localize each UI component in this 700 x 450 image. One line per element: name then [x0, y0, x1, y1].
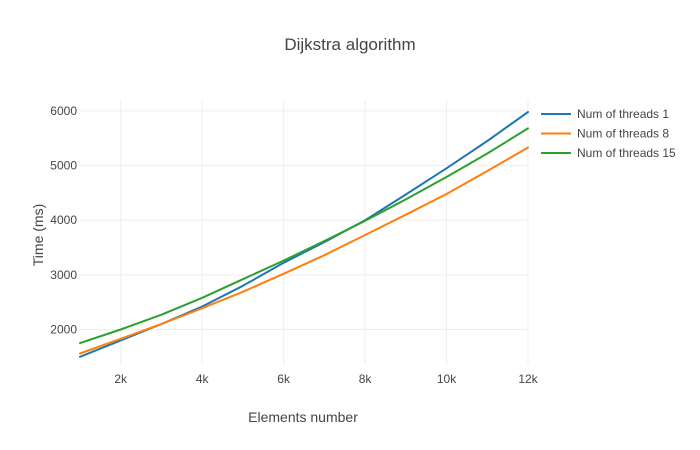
legend-item-2[interactable]: Num of threads 8 — [541, 127, 669, 141]
y-tick-label: 4000 — [50, 213, 77, 227]
legend-label: Num of threads 8 — [577, 127, 669, 141]
legend-label: Num of threads 15 — [577, 146, 676, 160]
legend[interactable]: Num of threads 1 Num of threads 8 Num of t… — [541, 107, 676, 160]
chart-title: Dijkstra algorithm — [284, 35, 415, 54]
y-tick-label: 3000 — [50, 268, 77, 282]
x-tick-label: 10k — [437, 372, 457, 386]
x-tick-label: 2k — [114, 372, 128, 386]
y-axis-ticks: 2000 3000 4000 5000 6000 — [50, 104, 77, 337]
series-lines — [79, 111, 529, 358]
x-axis-ticks: 2k 4k 6k 8k 10k 12k — [114, 372, 538, 386]
x-tick-label: 8k — [359, 372, 373, 386]
x-tick-label: 12k — [518, 372, 538, 386]
y-tick-label: 6000 — [50, 104, 77, 118]
legend-item-3[interactable]: Num of threads 15 — [541, 146, 676, 160]
x-tick-label: 6k — [277, 372, 291, 386]
grid-lines — [80, 100, 529, 365]
x-axis-title: Elements number — [248, 409, 358, 425]
series-line-3 — [79, 127, 529, 345]
y-tick-label: 5000 — [50, 159, 77, 173]
x-tick-label: 4k — [196, 372, 210, 386]
legend-item-1[interactable]: Num of threads 1 — [541, 107, 669, 121]
series-line-2 — [79, 146, 529, 355]
y-axis-title: Time (ms) — [30, 204, 46, 266]
legend-label: Num of threads 1 — [577, 107, 669, 121]
y-tick-label: 2000 — [50, 322, 77, 336]
